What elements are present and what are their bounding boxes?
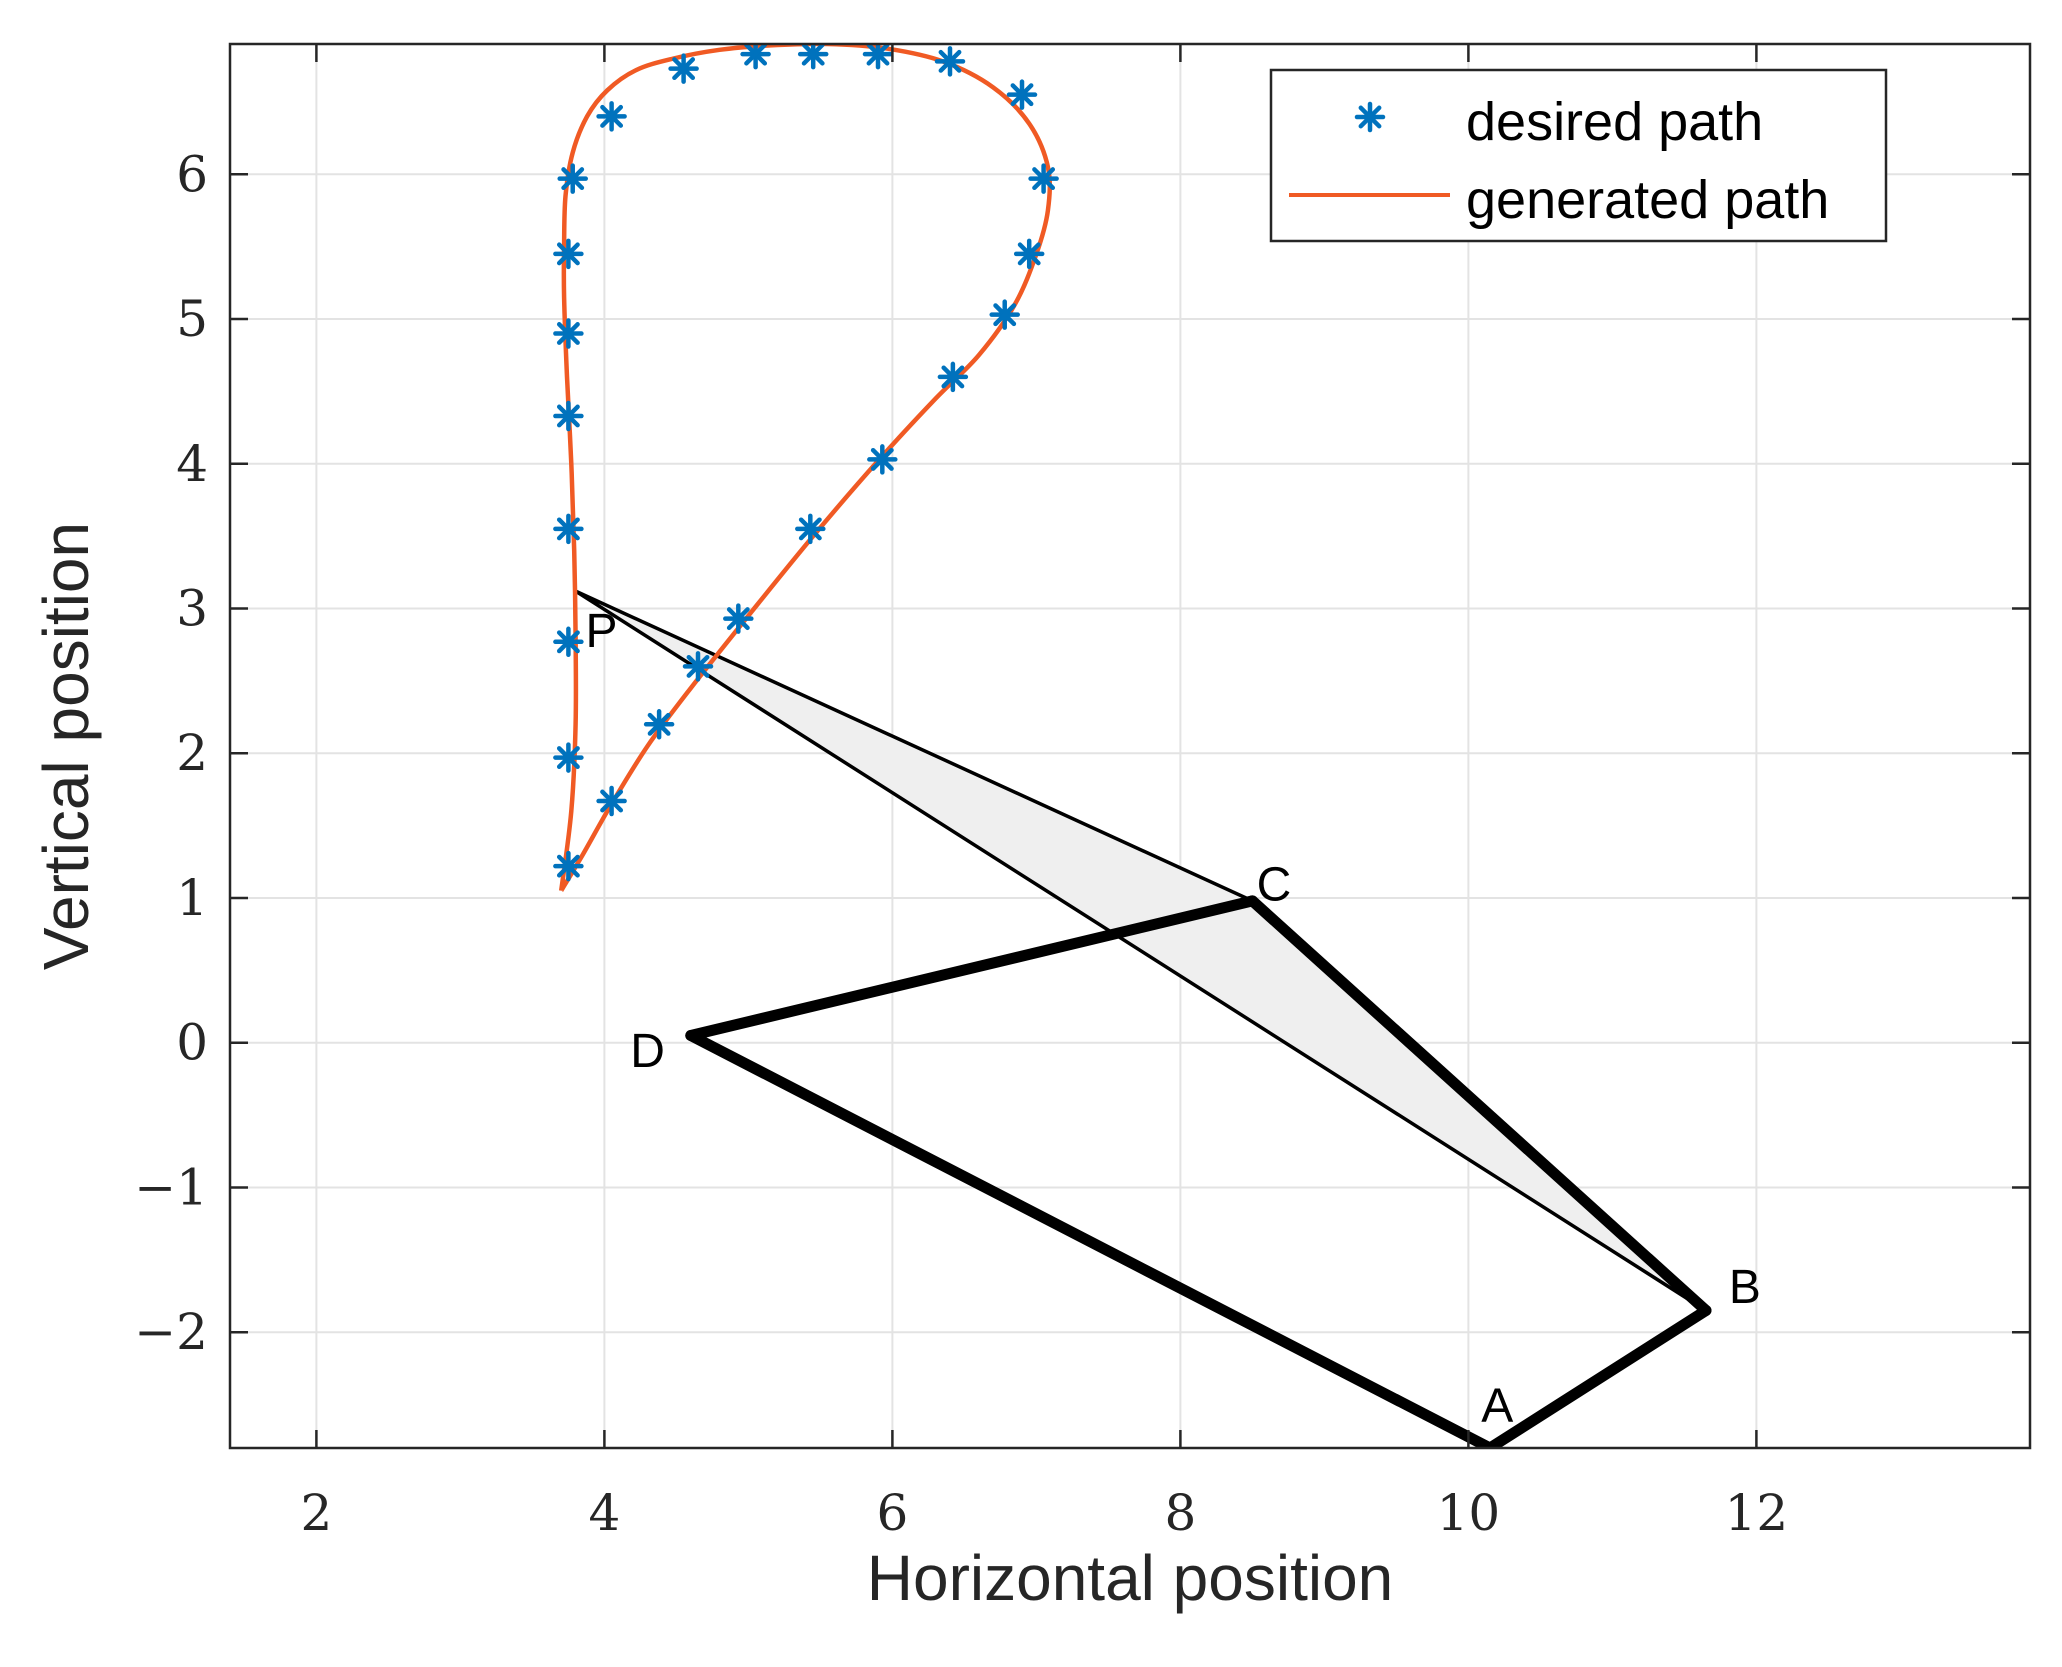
legend-label-desired: desired path — [1466, 92, 1763, 152]
marker-stroke — [941, 365, 965, 389]
x-tick-label: 10 — [1437, 1484, 1501, 1542]
marker-stroke — [798, 517, 822, 541]
x-tick-label: 2 — [300, 1484, 332, 1542]
plot-area — [230, 44, 2030, 1448]
x-tick-label: 4 — [588, 1484, 620, 1542]
y-tick-label: −1 — [134, 1158, 208, 1216]
desired-point — [553, 318, 584, 349]
marker-stroke — [726, 607, 750, 631]
desired-point — [596, 785, 627, 817]
y-tick-label: 3 — [176, 579, 208, 637]
axes-box — [228, 42, 2032, 1450]
linkage-bar-DA — [685, 1029, 1496, 1448]
legend-label-generated: generated path — [1466, 170, 1829, 230]
x-tick-label: 8 — [1164, 1484, 1196, 1542]
y-tick-label: −2 — [134, 1303, 208, 1361]
joint-label-P: P — [586, 605, 618, 658]
marker-stroke — [866, 44, 890, 66]
y-tick-label: 0 — [176, 1014, 208, 1072]
x-tick-label: 12 — [1725, 1484, 1789, 1542]
desired-point — [867, 444, 898, 475]
desired-point — [795, 513, 826, 545]
desired-point — [740, 44, 771, 70]
marker-stroke — [556, 630, 580, 654]
desired-point — [557, 163, 588, 194]
x-axis-ticks: 2 4 6 8 10 12 — [300, 44, 1788, 1542]
marker-stroke — [686, 654, 710, 678]
desired-point — [934, 46, 966, 77]
marker-stroke — [556, 322, 580, 345]
marker-stroke — [556, 242, 580, 266]
marker-stroke — [556, 854, 580, 878]
desired-point — [989, 299, 1020, 330]
y-tick-label: 5 — [176, 290, 208, 348]
marker-stroke — [672, 57, 696, 81]
desired-point — [553, 626, 584, 658]
legend-desired-marker — [1354, 101, 1386, 133]
linkage-bars — [685, 895, 1712, 1448]
joint-label-C: C — [1257, 859, 1292, 912]
legend-desired-asterisk — [1354, 101, 1386, 133]
marker-stroke — [556, 517, 580, 541]
marker-stroke — [647, 712, 671, 736]
y-axis-ticks: −2 −1 0 1 2 3 4 5 6 — [134, 145, 2030, 1361]
desired-point — [723, 603, 754, 634]
joint-labels: A B C D P — [586, 605, 1761, 1432]
joint-label-B: B — [1729, 1261, 1761, 1314]
marker-stroke — [561, 167, 585, 191]
desired-point — [937, 361, 969, 393]
marker-stroke — [744, 44, 768, 66]
marker-stroke — [1017, 242, 1041, 266]
marker-stroke — [1032, 167, 1056, 191]
marker-stroke — [870, 447, 894, 471]
desired-point — [596, 101, 627, 132]
marker-stroke — [1010, 83, 1034, 107]
marker-stroke — [1358, 105, 1382, 129]
linkage-bar-AB — [1484, 1304, 1712, 1448]
desired-point — [553, 513, 584, 545]
linkage-bar-BC — [1246, 895, 1712, 1316]
desired-point — [1013, 238, 1045, 270]
desired-point — [643, 709, 675, 740]
legend: desired path generated path — [1269, 68, 1888, 243]
y-axis-label: Vertical position — [30, 522, 102, 970]
desired-point — [553, 238, 584, 270]
y-tick-label: 6 — [176, 145, 208, 203]
desired-point — [668, 53, 699, 84]
marker-stroke — [600, 104, 624, 128]
y-tick-label: 2 — [176, 724, 208, 782]
desired-point — [553, 400, 584, 432]
y-tick-label: 4 — [176, 435, 208, 493]
joint-label-A: A — [1481, 1380, 1513, 1433]
x-tick-label: 6 — [876, 1484, 908, 1542]
y-tick-label: 1 — [176, 869, 208, 927]
desired-point — [797, 44, 829, 70]
linkage-bar-CD — [685, 895, 1258, 1041]
joint-label-D: D — [630, 1025, 665, 1078]
desired-point — [682, 651, 714, 682]
marker-stroke — [556, 746, 580, 770]
marker-stroke — [600, 789, 624, 813]
marker-stroke — [801, 44, 825, 66]
legend-box — [1269, 68, 1888, 243]
desired-point — [553, 742, 584, 773]
desired-point — [1006, 79, 1038, 110]
x-axis-label: Horizontal position — [867, 1542, 1394, 1614]
desired-point — [553, 850, 584, 882]
desired-path-series — [553, 44, 1059, 882]
marker-stroke — [938, 49, 962, 73]
marker-stroke — [993, 303, 1017, 327]
marker-stroke — [556, 404, 580, 428]
desired-point — [1028, 163, 1059, 194]
desired-point — [862, 44, 894, 70]
